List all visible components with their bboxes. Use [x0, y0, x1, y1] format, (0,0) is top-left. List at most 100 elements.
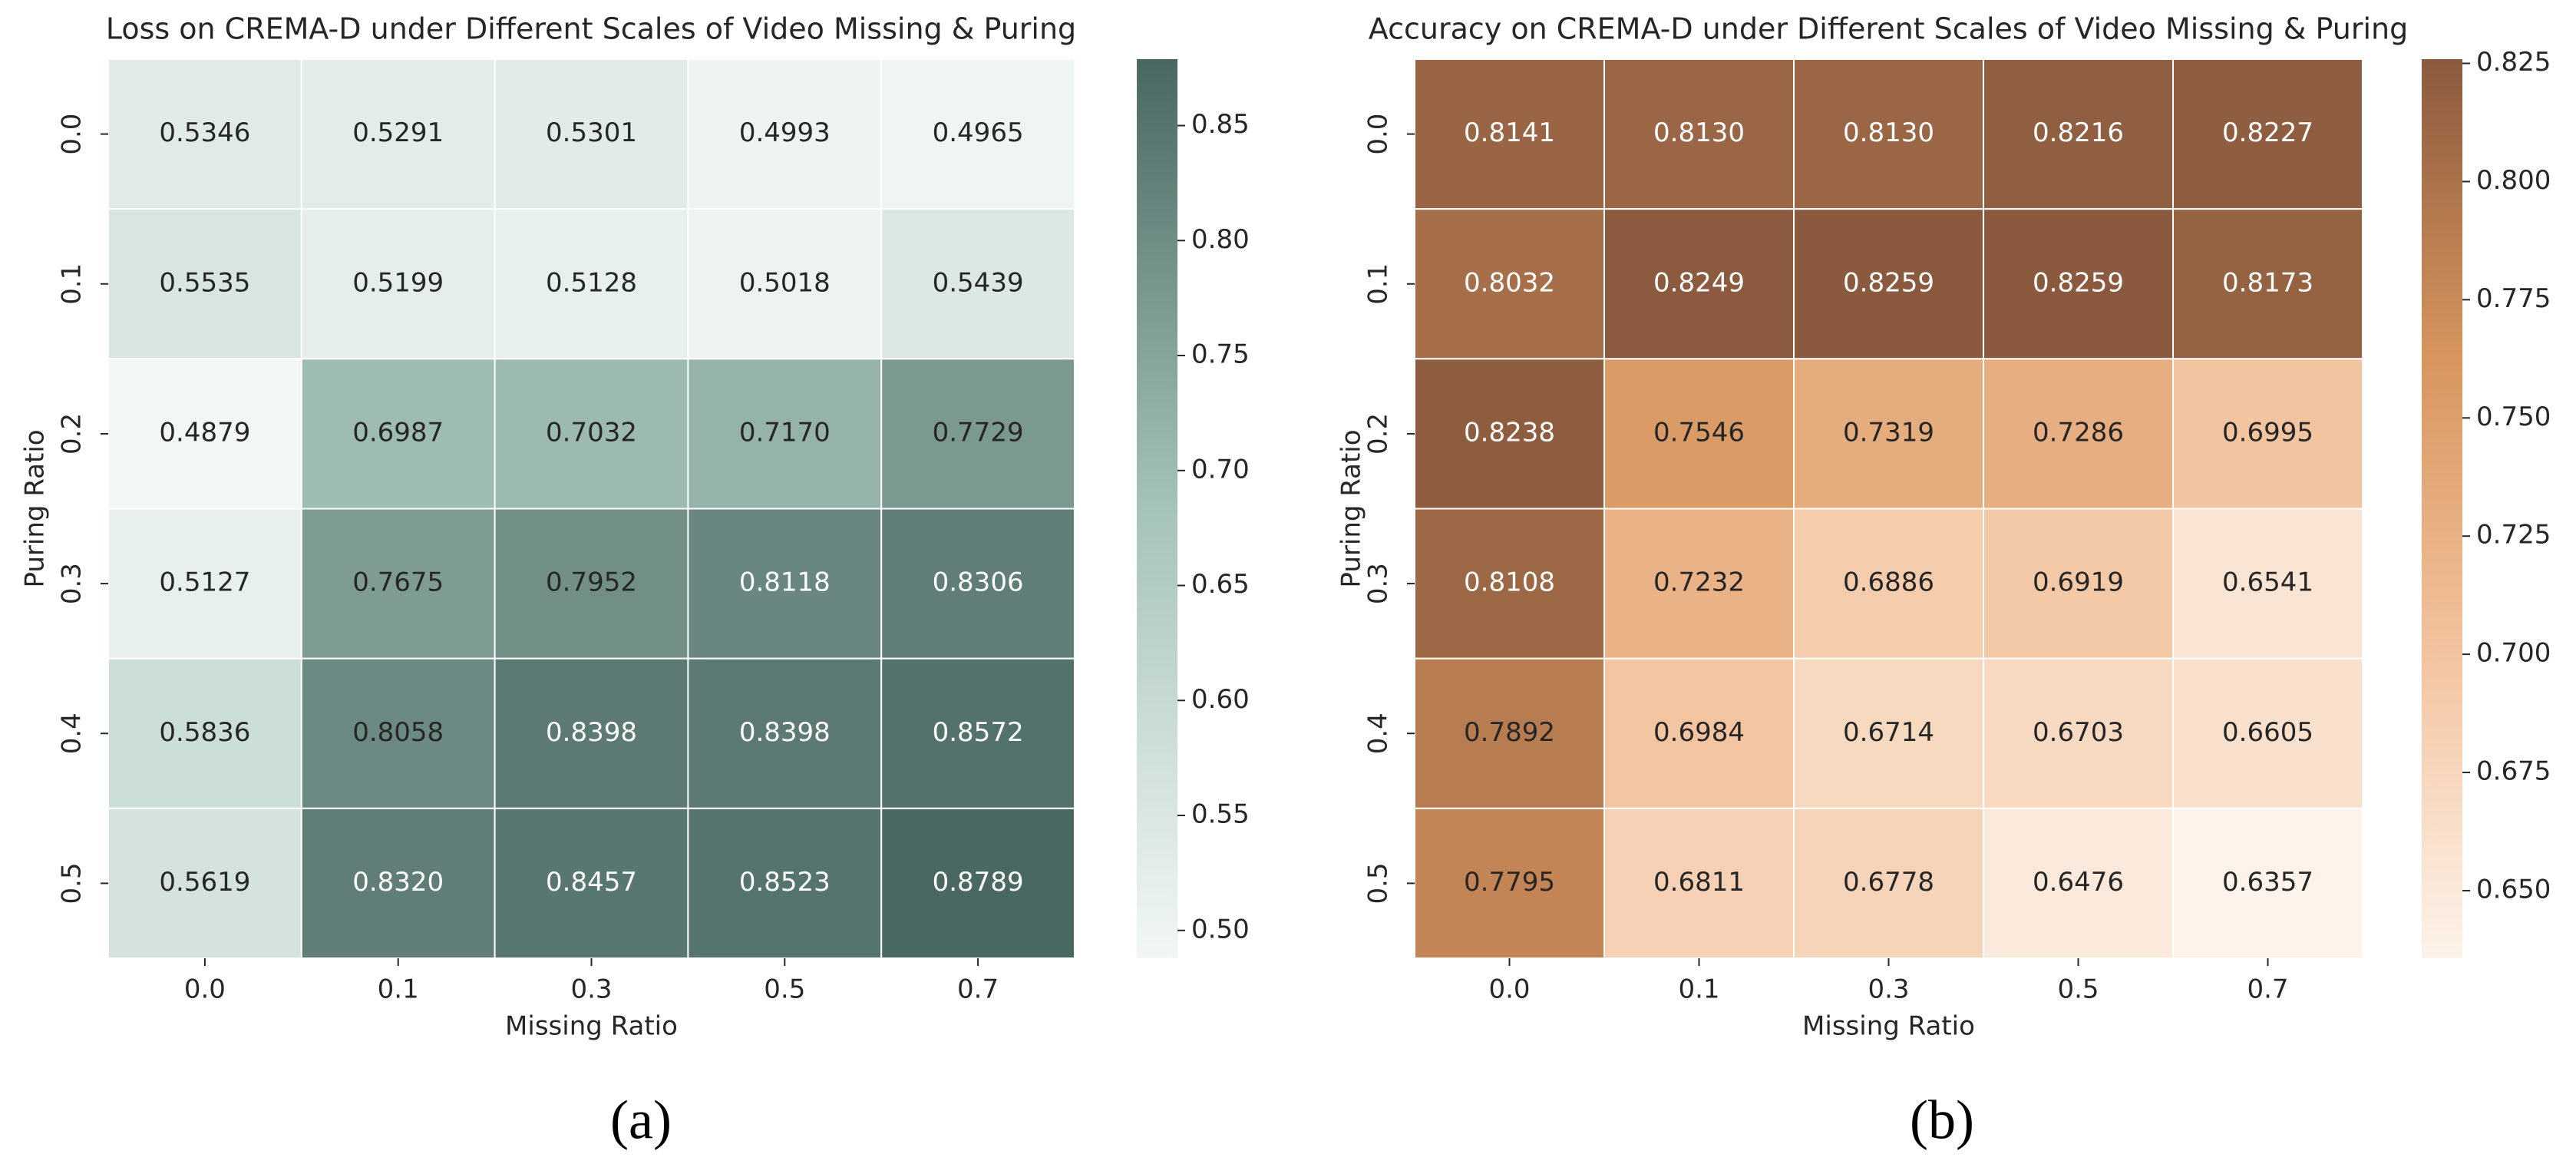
- cell-label: 0.7232: [1653, 567, 1745, 598]
- y-tick-label: 0.3: [1363, 563, 1394, 604]
- heatmap-cell: [107, 208, 302, 360]
- heatmap-cell: [494, 657, 689, 809]
- x-tick-label: 0.3: [1868, 974, 1909, 1005]
- heatmap-cell: [1793, 208, 1984, 360]
- cell-label: 0.8789: [933, 867, 1024, 898]
- y-tick-label: 0.0: [57, 114, 88, 155]
- heatmap-cell: [2172, 807, 2363, 960]
- heatmap-cell: [1983, 358, 2174, 510]
- cell-label: 0.6541: [2222, 567, 2313, 598]
- cell-label: 0.4965: [933, 117, 1024, 148]
- heatmap-cell: [2172, 657, 2363, 809]
- colorbar-tick-label: 0.75: [1191, 339, 1250, 370]
- cell-label: 0.6811: [1653, 867, 1745, 898]
- cell-label: 0.6714: [1843, 717, 1934, 748]
- cell-label: 0.6919: [2033, 567, 2124, 598]
- heatmap-cell: [494, 208, 689, 360]
- cell-label: 0.7032: [546, 417, 637, 448]
- heatmap-cell: [1983, 807, 2174, 960]
- heatmap-cell: [2172, 208, 2363, 360]
- cell-label: 0.8227: [2222, 117, 2313, 148]
- heatmap-cell: [880, 508, 1075, 660]
- heatmap-cell: [107, 58, 302, 210]
- cell-label: 0.7170: [739, 417, 831, 448]
- colorbar-tick-label: 0.65: [1191, 569, 1250, 600]
- cell-label: 0.8238: [1464, 417, 1555, 448]
- cell-label: 0.5018: [739, 267, 831, 298]
- cell-label: 0.4879: [159, 417, 250, 448]
- cell-label: 0.5619: [159, 867, 250, 898]
- caption: (b): [1910, 1090, 1974, 1151]
- heatmap-cell: [1603, 807, 1795, 960]
- cell-label: 0.5439: [933, 267, 1024, 298]
- x-axis-label: Missing Ratio: [1802, 1011, 1975, 1042]
- cell-label: 0.8572: [933, 717, 1024, 748]
- colorbar-tick-label: 0.800: [2476, 165, 2551, 196]
- heatmap-cell: [300, 807, 496, 960]
- y-tick-label: 0.0: [1363, 114, 1394, 155]
- heatmap-cell: [880, 358, 1075, 510]
- y-axis-label: Puring Ratio: [1336, 429, 1367, 587]
- colorbar-tick-label: 0.50: [1191, 914, 1250, 944]
- colorbar: [2422, 59, 2462, 958]
- cell-label: 0.5346: [159, 117, 250, 148]
- x-tick-label: 0.5: [2057, 974, 2099, 1005]
- heatmap-cell: [1603, 58, 1795, 210]
- cell-label: 0.6703: [2033, 717, 2124, 748]
- y-tick-label: 0.1: [57, 263, 88, 305]
- colorbar-tick-label: 0.80: [1191, 224, 1250, 255]
- cell-label: 0.8398: [546, 717, 637, 748]
- cell-label: 0.8457: [546, 867, 637, 898]
- heatmap-cell: [1793, 58, 1984, 210]
- colorbar-tick-label: 0.85: [1191, 109, 1250, 140]
- heatmap-cell: [300, 58, 496, 210]
- cell-label: 0.8130: [1843, 117, 1934, 148]
- cell-label: 0.5199: [352, 267, 444, 298]
- cell-label: 0.8320: [352, 867, 444, 898]
- heatmap-cell: [1983, 508, 2174, 660]
- heatmap-cell: [687, 508, 883, 660]
- cell-label: 0.8118: [739, 567, 831, 598]
- cell-label: 0.8259: [2033, 267, 2124, 298]
- cell-label: 0.5836: [159, 717, 250, 748]
- heatmap-cell: [1983, 208, 2174, 360]
- heatmap-cell: [687, 358, 883, 510]
- cell-label: 0.6605: [2222, 717, 2313, 748]
- cell-label: 0.8032: [1464, 267, 1555, 298]
- cell-label: 0.7729: [933, 417, 1024, 448]
- cell-label: 0.4993: [739, 117, 831, 148]
- cell-label: 0.5301: [546, 117, 637, 148]
- cell-label: 0.8173: [2222, 267, 2313, 298]
- heatmap-cell: [2172, 508, 2363, 660]
- heatmap-cell: [494, 358, 689, 510]
- cell-label: 0.7675: [352, 567, 444, 598]
- heatmap-cell: [494, 58, 689, 210]
- cell-label: 0.8249: [1653, 267, 1745, 298]
- heatmap-cell: [494, 807, 689, 960]
- cell-label: 0.6886: [1843, 567, 1934, 598]
- y-tick-label: 0.2: [1363, 413, 1394, 455]
- caption: (a): [610, 1090, 672, 1151]
- heatmap-cell: [1414, 807, 1605, 960]
- cell-label: 0.8523: [739, 867, 831, 898]
- x-tick-label: 0.1: [1678, 974, 1719, 1005]
- y-tick-label: 0.4: [1363, 713, 1394, 754]
- x-tick-label: 0.7: [2247, 974, 2288, 1005]
- cell-label: 0.7892: [1464, 717, 1555, 748]
- heatmap-cell: [880, 807, 1075, 960]
- cell-label: 0.6476: [2033, 867, 2124, 898]
- heatmap-cell: [300, 508, 496, 660]
- colorbar-tick-label: 0.675: [2476, 756, 2551, 787]
- chart-title: Loss on CREMA-D under Different Scales o…: [106, 12, 1076, 46]
- colorbar-tick-label: 0.725: [2476, 520, 2551, 551]
- x-tick-label: 0.1: [378, 974, 419, 1005]
- cell-label: 0.6357: [2222, 867, 2313, 898]
- x-tick-label: 0.0: [184, 974, 226, 1005]
- cell-label: 0.6984: [1653, 717, 1745, 748]
- heatmap-cell: [1603, 358, 1795, 510]
- heatmap-cell: [494, 508, 689, 660]
- cell-label: 0.8259: [1843, 267, 1934, 298]
- heatmap-cell: [300, 657, 496, 809]
- chart-title: Accuracy on CREMA-D under Different Scal…: [1369, 12, 2408, 46]
